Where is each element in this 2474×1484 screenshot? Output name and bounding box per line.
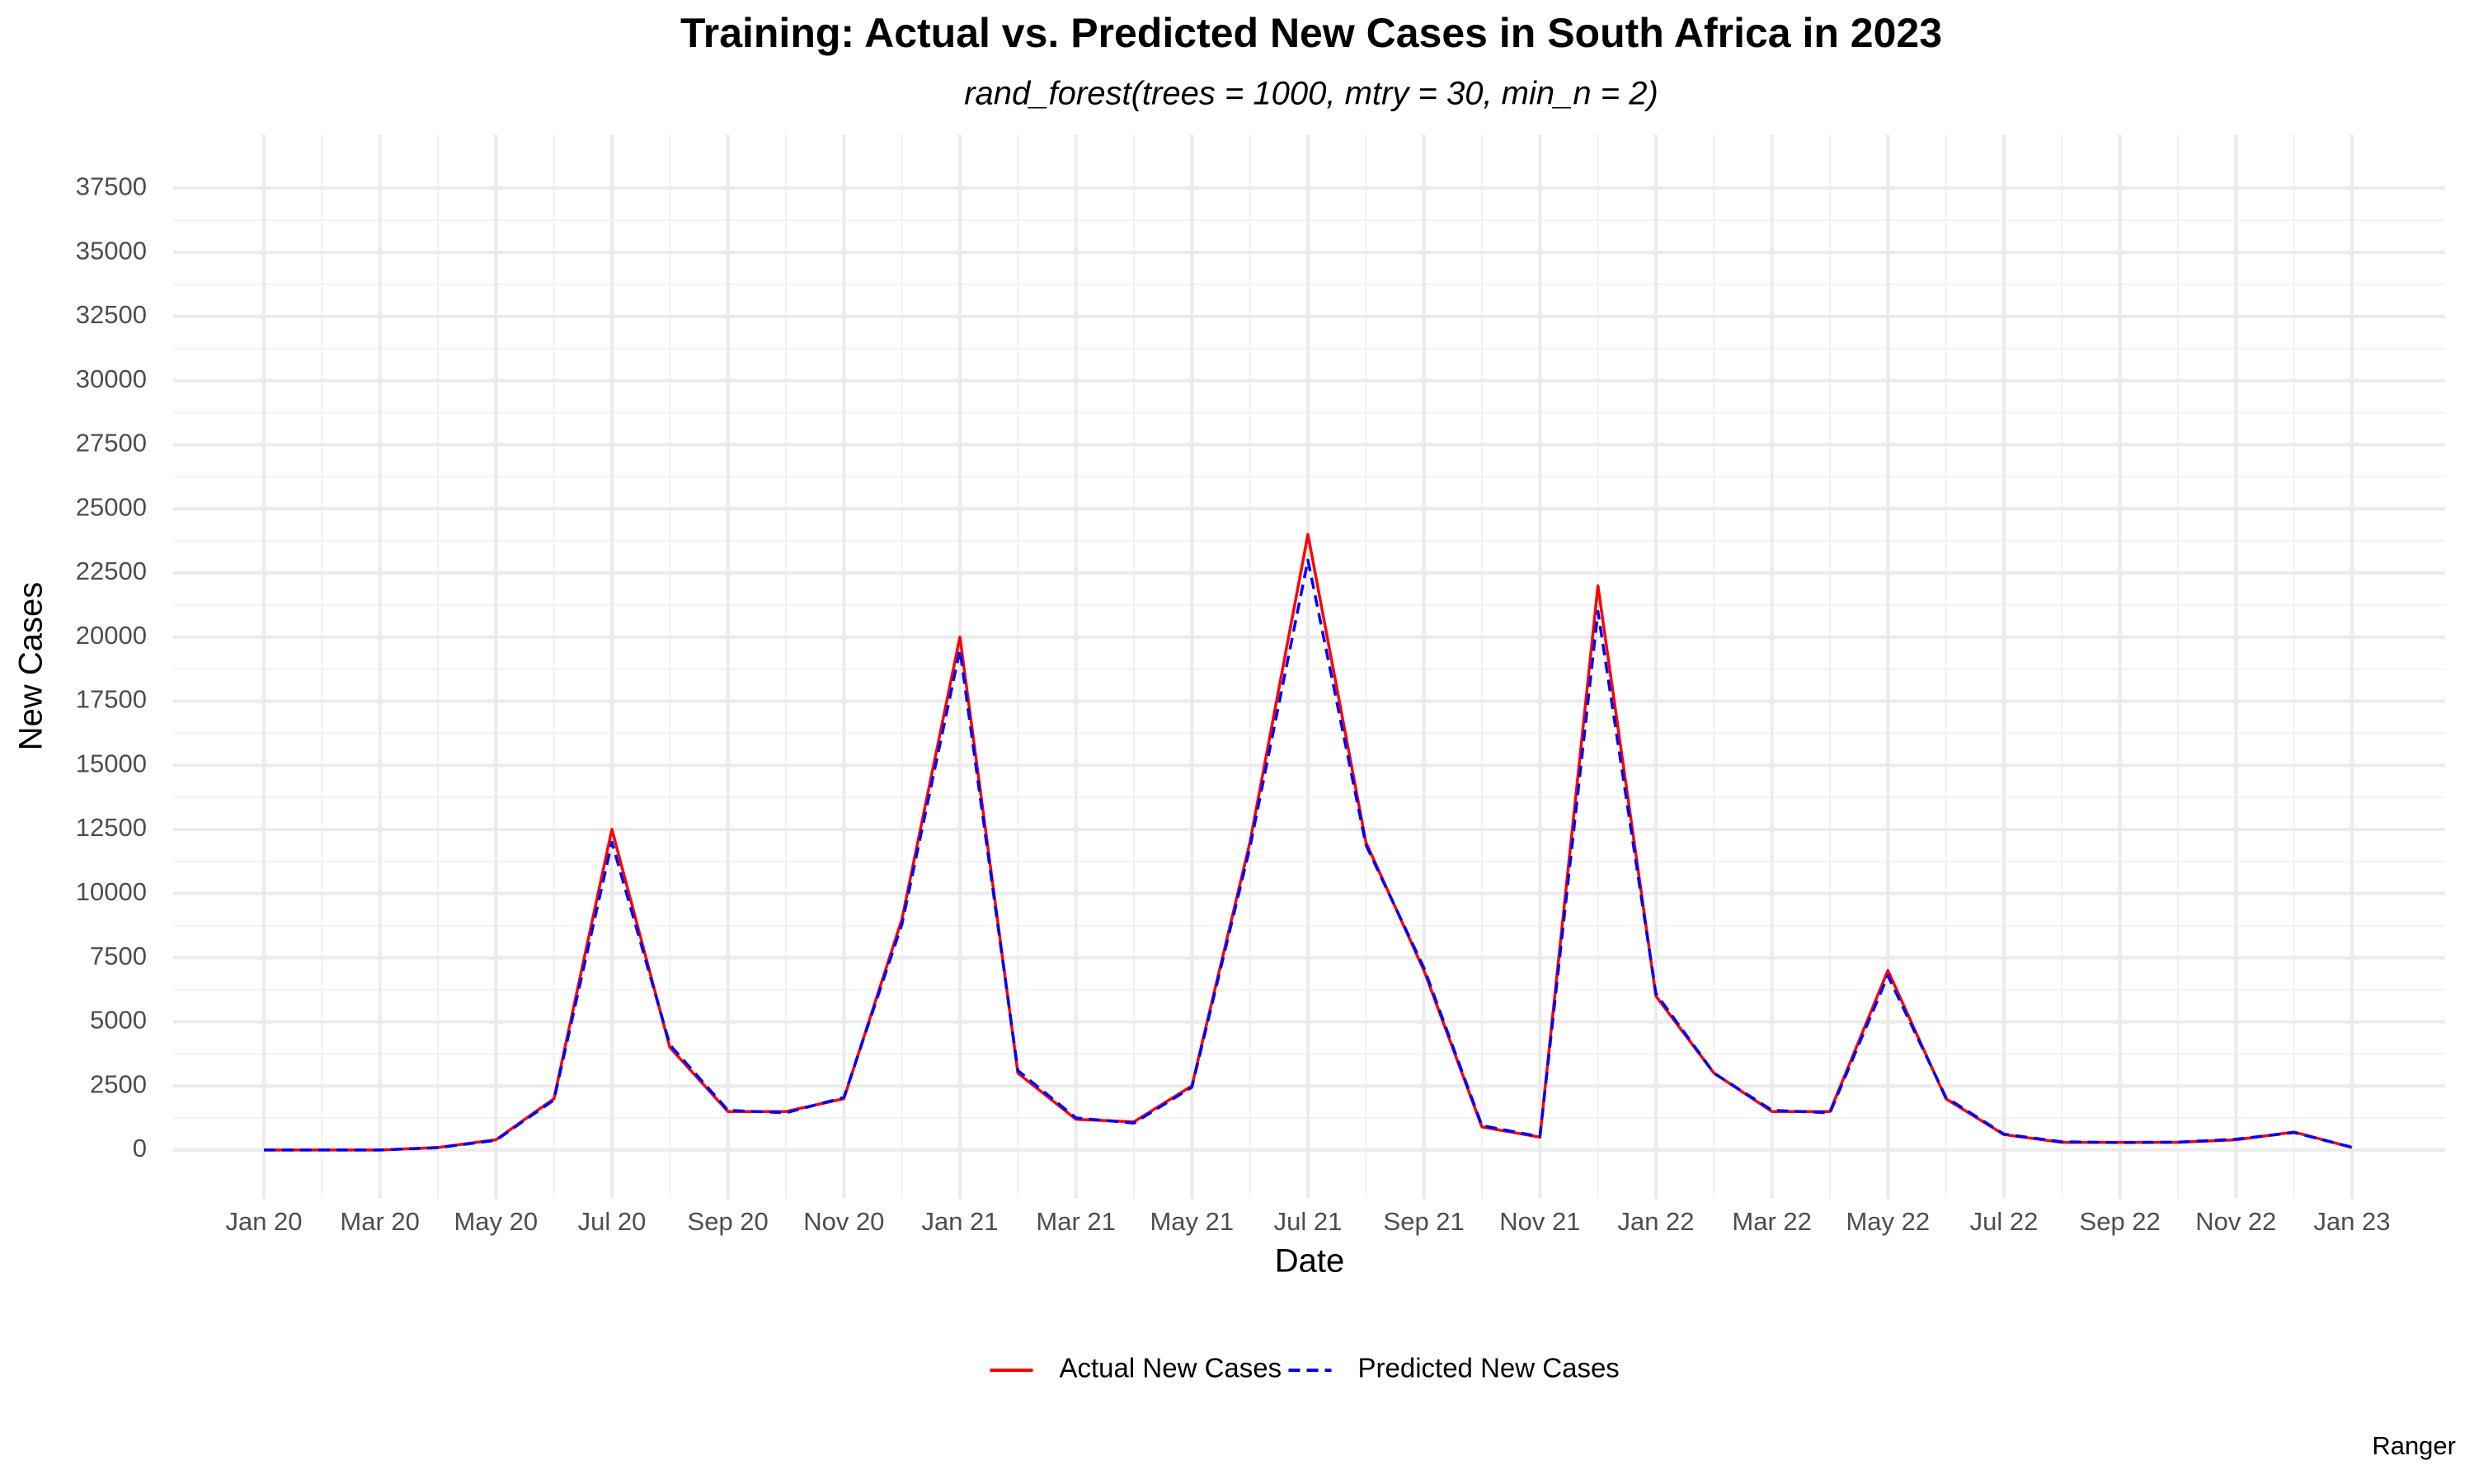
caption: Ranger	[2372, 1431, 2456, 1460]
legend-label: Actual New Cases	[1060, 1353, 1282, 1383]
y-axis-title: New Cases	[13, 582, 49, 751]
y-tick-label: 25000	[76, 492, 147, 521]
x-tick-label: Sep 20	[688, 1207, 769, 1236]
x-tick-label: Sep 21	[1384, 1207, 1465, 1236]
y-tick-label: 2500	[90, 1069, 147, 1098]
x-tick-label: Mar 20	[340, 1207, 419, 1236]
x-tick-label: Jan 21	[921, 1207, 998, 1236]
y-tick-label: 37500	[76, 172, 147, 201]
x-tick-label: Jan 20	[225, 1207, 302, 1236]
legend-label: Predicted New Cases	[1358, 1353, 1620, 1383]
x-tick-label: Nov 22	[2195, 1207, 2276, 1236]
grid	[173, 134, 2445, 1199]
y-tick-label: 5000	[90, 1006, 147, 1035]
x-tick-label: May 21	[1150, 1207, 1234, 1236]
x-tick-label: Jan 23	[2313, 1207, 2390, 1236]
series-line	[264, 558, 2353, 1152]
chart-title: Training: Actual vs. Predicted New Cases…	[680, 10, 1942, 56]
x-tick-label: Nov 20	[803, 1207, 884, 1236]
x-tick-label: Mar 21	[1036, 1207, 1115, 1236]
x-tick-label: Jul 22	[1970, 1207, 2039, 1236]
y-tick-label: 35000	[76, 236, 147, 265]
y-tick-label: 10000	[76, 877, 147, 906]
x-tick-label: Jul 20	[578, 1207, 647, 1236]
x-tick-label: Mar 22	[1732, 1207, 1811, 1236]
y-tick-label: 30000	[76, 364, 147, 393]
x-tick-label: Nov 21	[1499, 1207, 1580, 1236]
y-tick-label: 20000	[76, 621, 147, 650]
x-axis-title: Date	[1275, 1243, 1345, 1280]
y-tick-label: 32500	[76, 300, 147, 329]
chart-subtitle: rand_forest(trees = 1000, mtry = 30, min…	[964, 76, 1658, 112]
y-tick-label: 0	[133, 1134, 147, 1162]
x-tick-label: Jan 22	[1617, 1207, 1694, 1236]
y-tick-label: 15000	[76, 749, 147, 777]
x-tick-label: May 20	[454, 1207, 538, 1236]
y-tick-label: 17500	[76, 685, 147, 714]
x-tick-label: May 22	[1846, 1207, 1930, 1236]
x-tick-label: Jul 21	[1274, 1207, 1343, 1236]
y-tick-label: 27500	[76, 429, 147, 458]
y-tick-label: 12500	[76, 813, 147, 842]
legend: Actual New Cases Predicted New Cases	[990, 1353, 1620, 1383]
y-tick-label: 7500	[90, 942, 147, 970]
y-tick-label: 22500	[76, 556, 147, 585]
x-tick-label: Sep 22	[2080, 1207, 2161, 1236]
